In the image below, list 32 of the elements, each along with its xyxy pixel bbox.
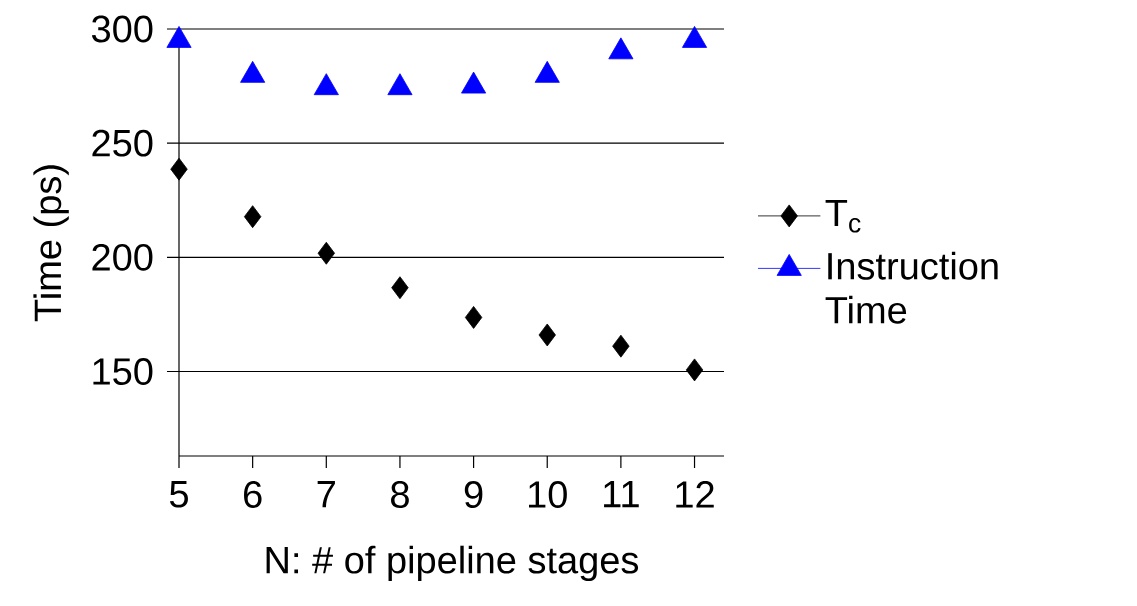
point <box>538 323 556 347</box>
legend-label: T$_{c}$ <box>825 199 861 233</box>
x-tick-label: 10 <box>529 481 567 508</box>
x-tick-label: 11 <box>604 481 639 508</box>
x-tick-label: 6 <box>244 481 262 508</box>
point <box>166 26 192 48</box>
y-tick-label: 200 <box>92 243 153 271</box>
x-tick-label: 5 <box>169 481 188 508</box>
y-tick-label: 150 <box>93 358 153 385</box>
point <box>534 60 560 83</box>
point <box>313 73 339 96</box>
point <box>240 60 266 83</box>
point <box>170 157 188 181</box>
legend-label: Instruction Time <box>825 251 998 324</box>
y-tick-label: 250 <box>92 129 153 157</box>
point <box>391 276 409 300</box>
point <box>317 241 335 265</box>
x-axis-title: N: # of pipeline stages <box>266 545 639 582</box>
point <box>685 358 704 382</box>
point <box>244 205 262 229</box>
point <box>387 73 413 96</box>
point <box>682 26 708 48</box>
x-tick-label: 7 <box>317 481 335 508</box>
point <box>464 305 483 329</box>
point <box>461 71 487 94</box>
point <box>612 334 630 358</box>
x-tick-label: 9 <box>464 481 483 508</box>
x-tick-label: 12 <box>676 481 714 508</box>
x-tick-label: 8 <box>391 481 409 508</box>
point <box>608 37 634 60</box>
y-axis-title: Time (ps) <box>33 165 69 322</box>
y-tick-label: 300 <box>91 15 153 43</box>
